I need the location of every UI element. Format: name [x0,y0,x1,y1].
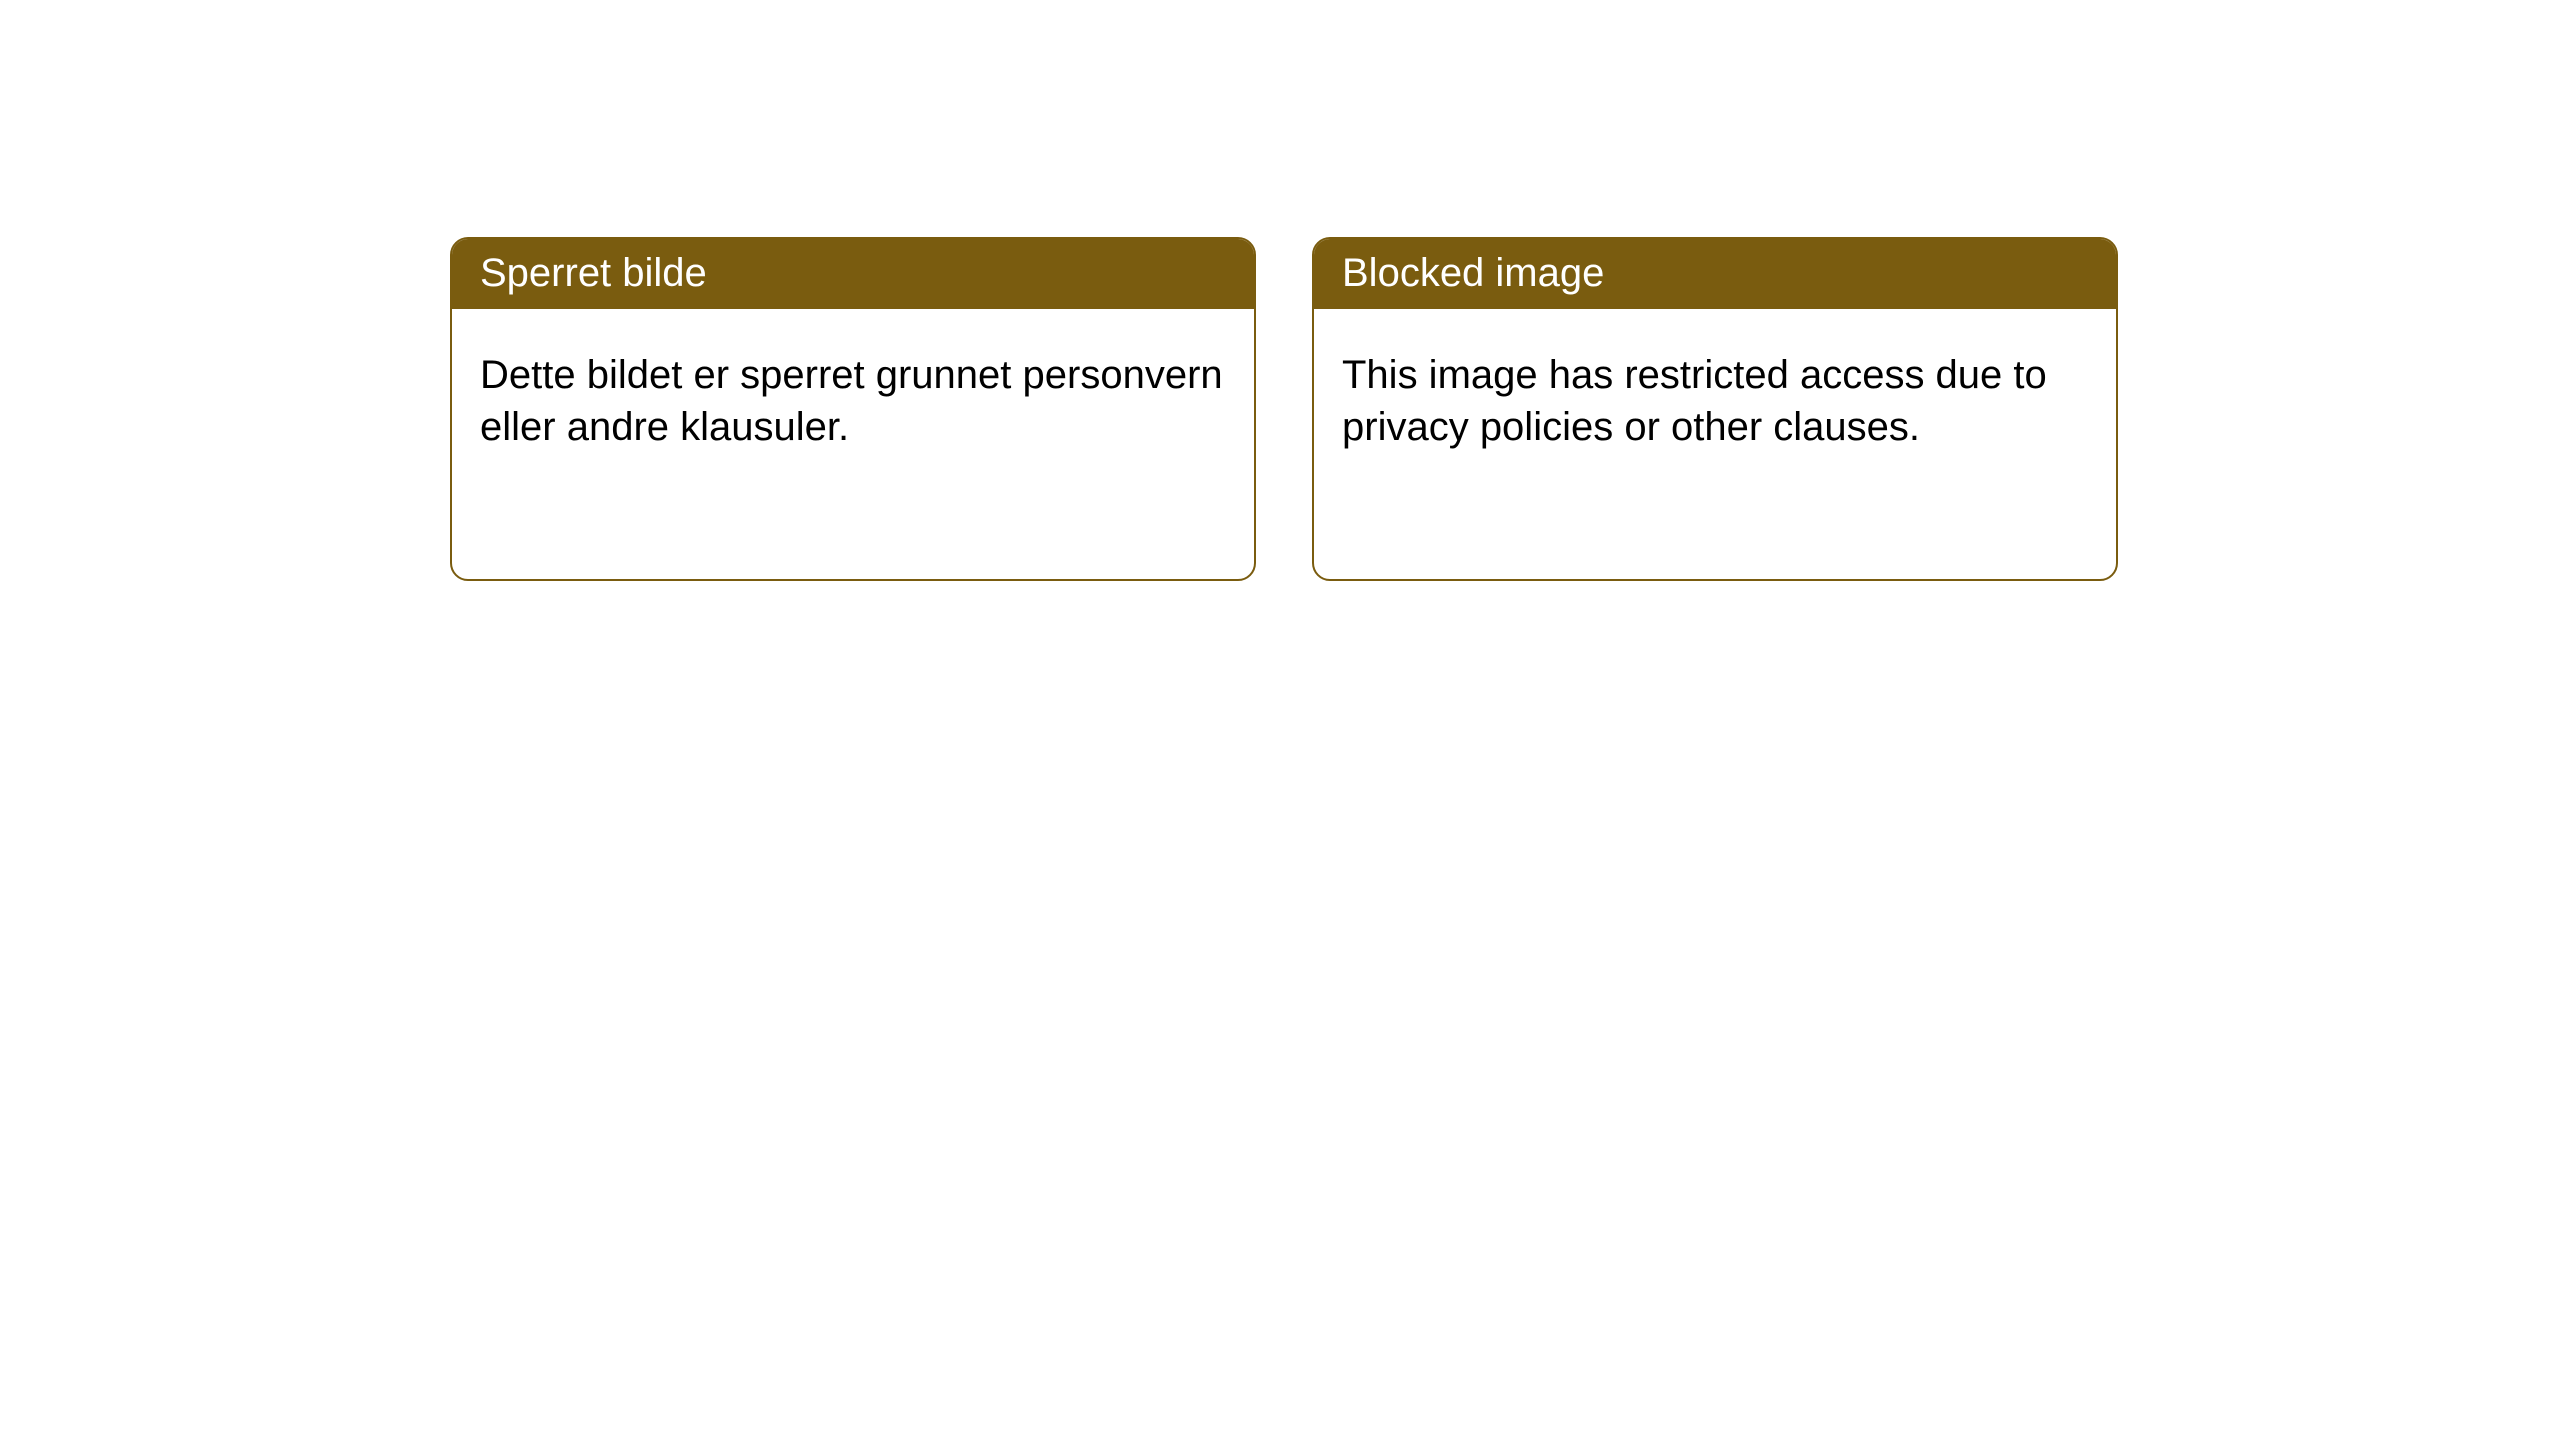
notice-container: Sperret bilde Dette bildet er sperret gr… [0,0,2560,581]
notice-header-english: Blocked image [1314,239,2116,309]
notice-body-norwegian: Dette bildet er sperret grunnet personve… [452,309,1254,579]
notice-header-norwegian: Sperret bilde [452,239,1254,309]
notice-body-english: This image has restricted access due to … [1314,309,2116,579]
notice-card-english: Blocked image This image has restricted … [1312,237,2118,581]
notice-card-norwegian: Sperret bilde Dette bildet er sperret gr… [450,237,1256,581]
